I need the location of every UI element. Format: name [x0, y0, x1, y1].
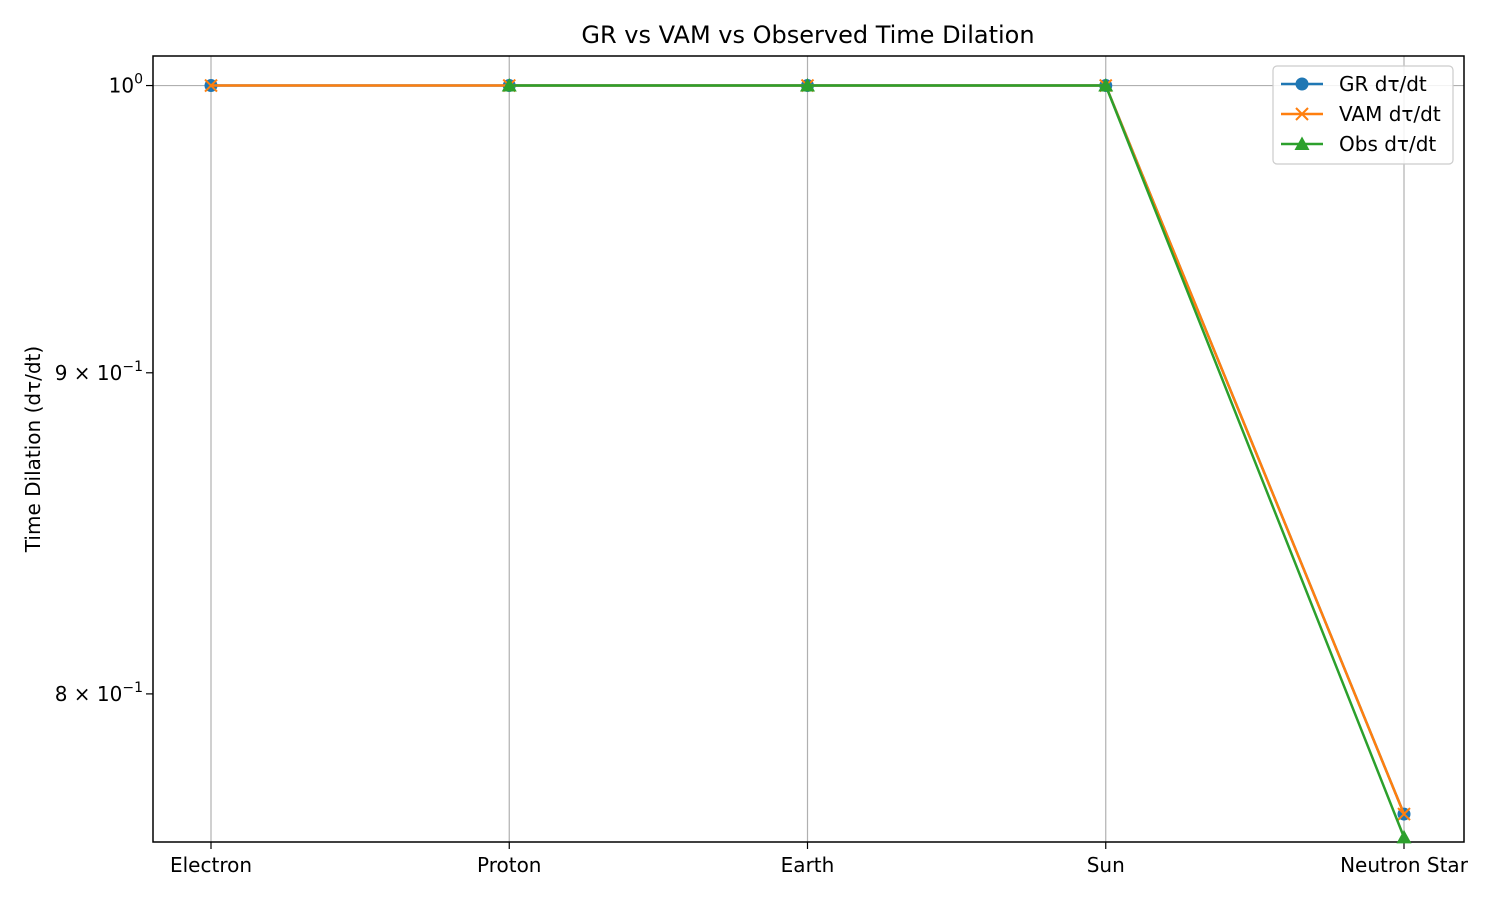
- plot-frame: [152, 55, 1465, 843]
- legend-marker: [1294, 136, 1310, 150]
- legend-marker: [1295, 77, 1309, 91]
- legend-box: [1272, 65, 1454, 165]
- data-point: [1098, 78, 1114, 92]
- legend-entry: Obs dτ/dt: [1281, 132, 1436, 156]
- y-tick-label: 9 × 10−1: [55, 359, 143, 385]
- legend-label: GR dτ/dt: [1339, 72, 1427, 96]
- series-3: [501, 78, 1412, 844]
- y-axis-label: Time Dilation (dτ/dt): [21, 346, 45, 553]
- tick-layer: Electron Proton Earth Sun Neutron Star 100 9 ×…: [55, 72, 1469, 877]
- x-tick-label: Electron: [170, 853, 252, 877]
- data-point: [1396, 829, 1412, 844]
- chart-title: GR vs VAM vs Observed Time Dilation: [581, 21, 1034, 49]
- x-tick-label: Proton: [477, 853, 541, 877]
- data-point: [204, 78, 218, 93]
- legend-entry: GR dτ/dt: [1281, 72, 1427, 96]
- x-tick-label: Earth: [781, 853, 835, 877]
- legend-label: VAM dτ/dt: [1339, 102, 1441, 126]
- legend-label: Obs dτ/dt: [1339, 132, 1436, 156]
- x-tick-label: Neutron Star: [1340, 853, 1469, 877]
- x-tick-label: Sun: [1087, 853, 1125, 877]
- y-tick-label: 8 × 10−1: [55, 680, 143, 706]
- y-tick-label: 100: [109, 72, 143, 98]
- legend-entry: VAM dτ/dt: [1281, 102, 1441, 126]
- data-point: [1397, 807, 1411, 821]
- series-layer: [204, 78, 1412, 844]
- data-point: [501, 78, 517, 92]
- series-line: [509, 84, 1406, 838]
- data-point: [800, 78, 815, 92]
- legend: GR dτ/dt VAM dτ/dt Obs dτ/dt: [1272, 65, 1454, 165]
- legend-marker: [1295, 107, 1309, 121]
